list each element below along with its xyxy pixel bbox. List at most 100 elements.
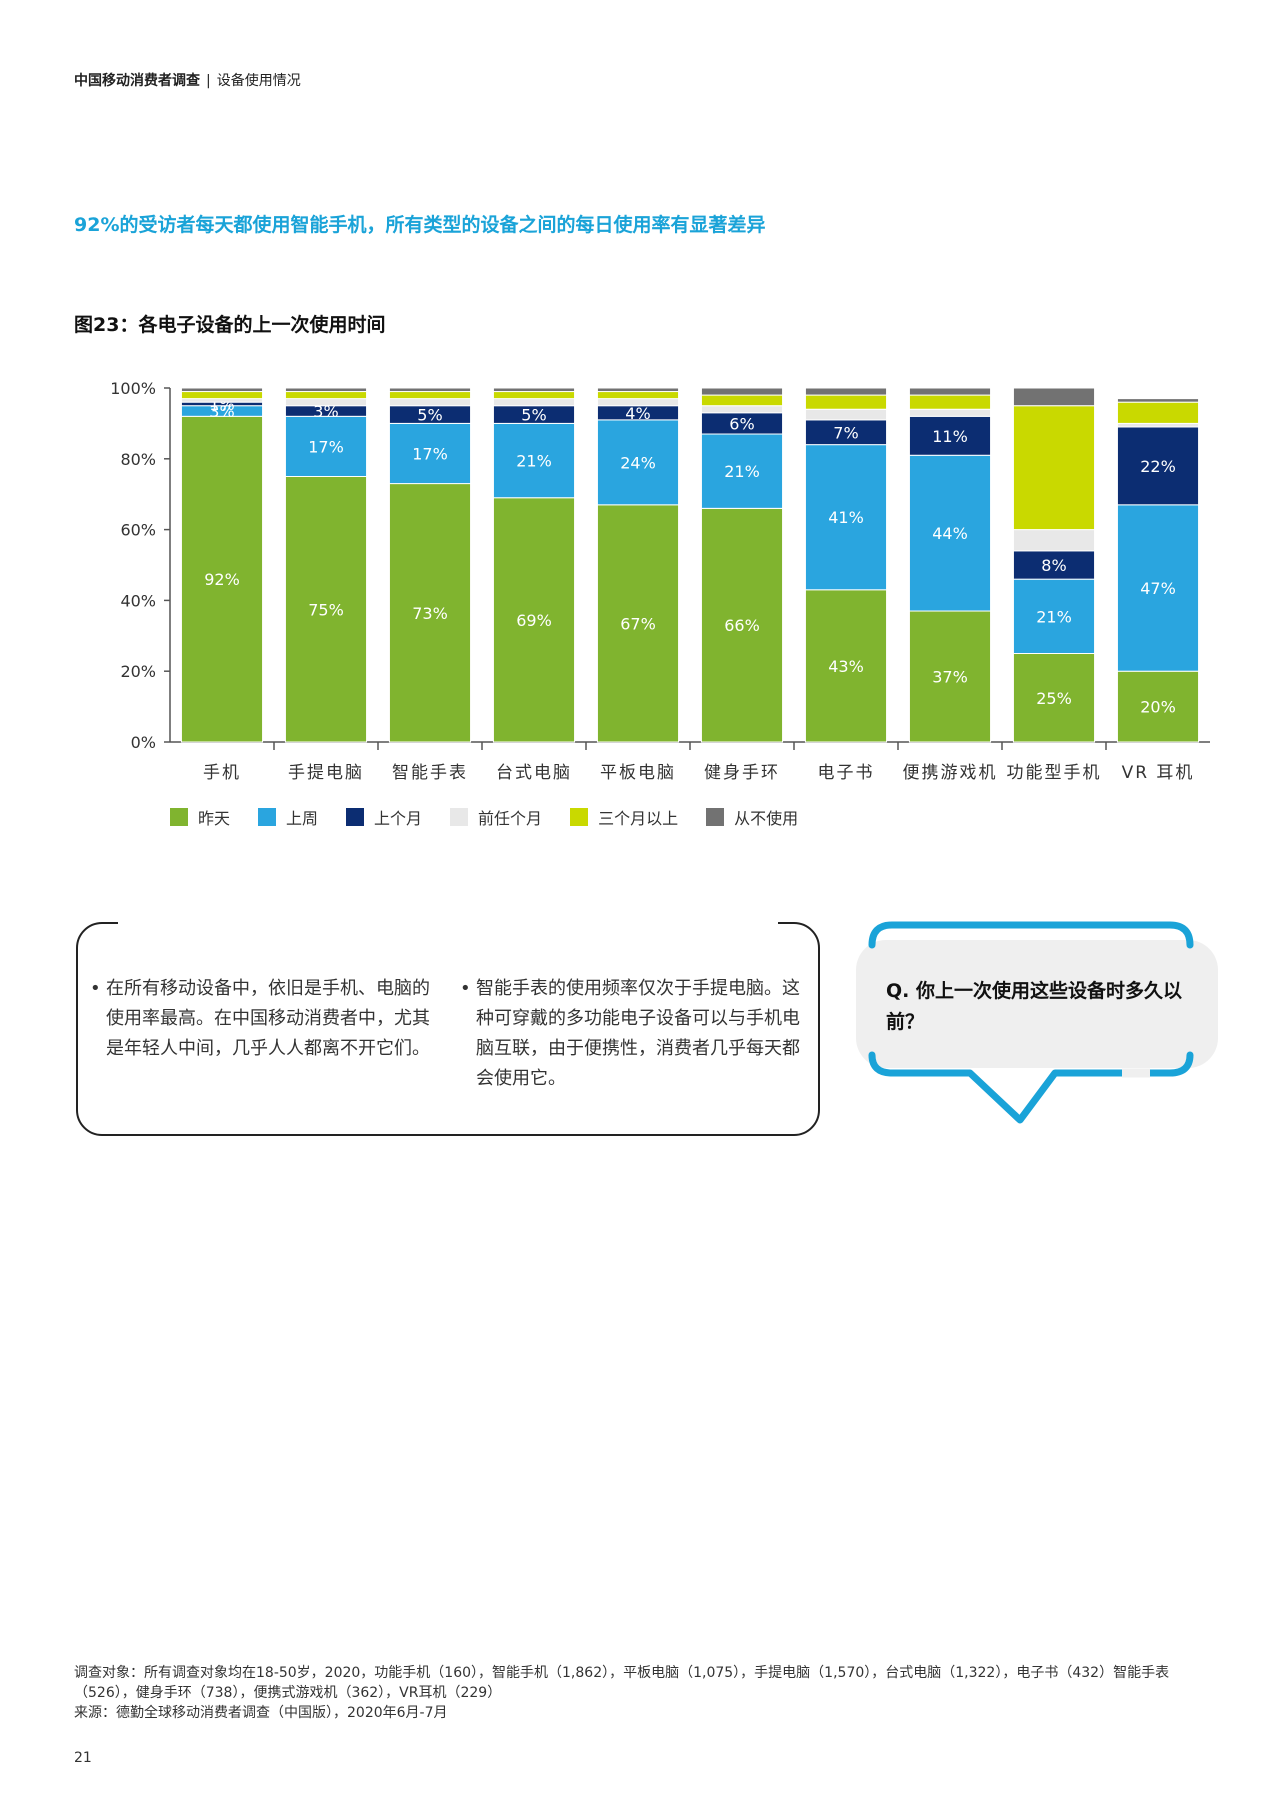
data-label: 37% — [932, 668, 968, 687]
bar-segment — [180, 415, 264, 743]
data-label: 67% — [620, 614, 656, 633]
data-label: 69% — [516, 611, 552, 630]
data-label: 3% — [313, 402, 338, 421]
bar-segment — [492, 497, 576, 743]
bar-segment — [1116, 422, 1200, 428]
x-tick-label: 功能型手机 — [1007, 763, 1102, 783]
page-number: 21 — [74, 1750, 92, 1766]
data-label: 6% — [729, 414, 754, 433]
bar-segment — [388, 398, 472, 407]
bar-segment — [1116, 504, 1200, 672]
legend-swatch — [346, 808, 365, 826]
bar-segment — [908, 610, 992, 743]
x-tick-label: 智能手表 — [392, 763, 468, 783]
data-label: 73% — [412, 604, 448, 623]
notes-box: • 在所有移动设备中，依旧是手机、电脑的使用率最高。在中国移动消费者中，尤其是年… — [76, 921, 820, 1136]
legend-item: 三个月以上 — [570, 805, 678, 829]
bar-segment — [284, 415, 368, 477]
legend-swatch — [258, 808, 277, 826]
data-label: 11% — [932, 427, 968, 446]
question-bubble — [856, 940, 1218, 1068]
legend-swatch — [570, 808, 589, 826]
data-label: 22% — [1140, 457, 1176, 476]
bar-segment — [492, 391, 576, 400]
stacked-bar-chart: 0%20%40%60%80%100%92%3%1%手机75%17%3%手提电脑7… — [110, 379, 1210, 783]
section-name: 设备使用情况 — [216, 73, 301, 89]
chart-legend: 昨天 上周 上个月 前任个月 三个月以上 从不使用 — [170, 805, 798, 829]
data-label: 41% — [828, 508, 864, 527]
speech-bubble-icon — [868, 921, 1194, 1124]
bar-segment — [596, 391, 680, 400]
x-tick-label: 手机 — [203, 763, 241, 783]
note-item: • 智能手表的使用频率仅次于手提电脑。这种可穿戴的多功能电子设备可以与手机电脑互… — [460, 974, 806, 1094]
bar-segment — [180, 387, 264, 393]
bar-segment — [388, 391, 472, 400]
bar-segment — [804, 408, 888, 421]
data-label: 47% — [1140, 579, 1176, 598]
bar-segment — [1116, 398, 1200, 403]
x-tick-label: 便携游戏机 — [903, 763, 998, 783]
bar-segment — [804, 589, 888, 743]
bar-segment — [1012, 387, 1096, 407]
bar-segment — [180, 398, 264, 403]
data-label: 44% — [932, 524, 968, 543]
data-label: 21% — [724, 462, 760, 481]
legend-label: 从不使用 — [734, 809, 799, 828]
data-label: 66% — [724, 616, 760, 635]
x-tick-label: 健身手环 — [704, 763, 780, 783]
data-label: 75% — [308, 600, 344, 619]
x-tick-label: 电子书 — [818, 763, 875, 783]
data-label: 17% — [412, 444, 448, 463]
header-separator: | — [206, 73, 211, 89]
bullet: • — [460, 978, 471, 999]
data-label: 21% — [516, 452, 552, 471]
bar-segment — [1012, 653, 1096, 743]
data-label: 20% — [1140, 698, 1176, 717]
bar-segment — [804, 444, 888, 591]
data-label: 92% — [204, 570, 240, 589]
bar-segment — [804, 387, 888, 396]
bar-segment — [1012, 529, 1096, 552]
legend-label: 昨天 — [198, 809, 231, 828]
bar-segment — [284, 391, 368, 400]
y-tick-label: 20% — [120, 662, 156, 681]
bar-segment — [1116, 401, 1200, 424]
legend-item: 昨天 — [170, 805, 230, 829]
bar-segment — [700, 507, 784, 743]
bar-segment — [388, 483, 472, 743]
footnote: 调查对象：所有调查对象均在18-50岁，2020，功能手机（160），智能手机（… — [74, 1663, 1214, 1723]
data-label: 3% — [209, 402, 234, 421]
bar-segment — [596, 419, 680, 506]
headline: 92%的受访者每天都使用智能手机，所有类型的设备之间的每日使用率有显著差异 — [74, 214, 766, 236]
data-label: 5% — [417, 406, 442, 425]
y-tick-label: 80% — [120, 450, 156, 469]
bar-segment — [1116, 426, 1200, 506]
bar-segment — [804, 419, 888, 446]
footnote-source: 来源：德勤全球移动消费者调查（中国版），2020年6月-7月 — [74, 1705, 448, 1721]
data-label: 17% — [308, 437, 344, 456]
x-tick-label: VR 耳机 — [1122, 763, 1195, 783]
legend-item: 上个月 — [346, 805, 422, 829]
legend-swatch — [706, 808, 725, 826]
bullet: • — [90, 978, 101, 999]
bar-segment — [908, 394, 992, 410]
x-tick-label: 平板电脑 — [600, 763, 676, 783]
data-label: 5% — [521, 406, 546, 425]
y-tick-label: 60% — [120, 521, 156, 540]
legend-label: 前任个月 — [478, 809, 543, 828]
y-tick-label: 100% — [110, 379, 156, 398]
page-header: 中国移动消费者调查 | 设备使用情况 — [74, 70, 301, 90]
y-tick-label: 0% — [131, 733, 156, 752]
bar-segment — [596, 398, 680, 407]
bar-segment — [700, 433, 784, 509]
legend-swatch — [170, 808, 188, 826]
bar-segment — [908, 387, 992, 396]
bar-segment — [1116, 670, 1200, 743]
bar-segment — [700, 405, 784, 414]
data-label: 24% — [620, 453, 656, 472]
report-name: 中国移动消费者调查 — [74, 73, 200, 89]
bar-segment — [492, 422, 576, 499]
legend-item: 从不使用 — [706, 805, 798, 829]
bar-segment — [908, 415, 992, 456]
data-label: 25% — [1036, 689, 1072, 708]
